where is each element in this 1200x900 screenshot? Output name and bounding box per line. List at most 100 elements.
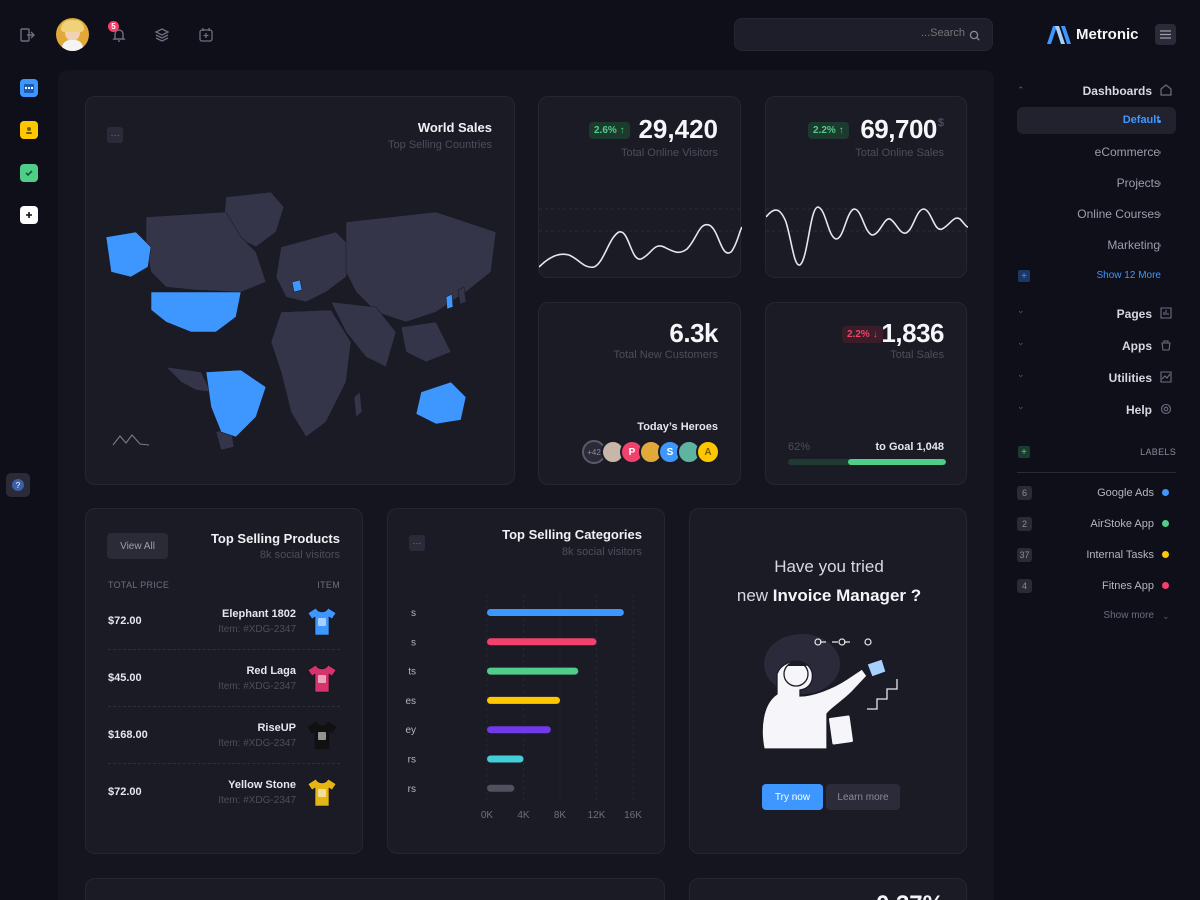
customers-label: Total New Customers	[613, 349, 718, 361]
product-name: RiseUP	[257, 722, 296, 734]
goal-progress-bar	[788, 459, 946, 465]
table-row[interactable]: $168.00 RiseUP Item: #XDG-2347	[86, 707, 362, 764]
tshirt-icon	[307, 778, 337, 807]
total-sales-badge: 2.2% ↓	[842, 324, 883, 343]
label-color-dot	[1162, 582, 1169, 589]
chevron-down-icon[interactable]: ⌄	[1017, 369, 1025, 379]
map-logo-icon	[112, 434, 150, 446]
search-input[interactable]	[745, 27, 965, 39]
chevron-up-icon[interactable]: ⌃	[1017, 85, 1025, 95]
contact-card-icon[interactable]	[20, 121, 38, 139]
row-divider	[108, 649, 340, 650]
bell-icon[interactable]	[107, 23, 131, 47]
invoice-promo-card: Have you tried new Invoice Manager ? Try…	[689, 508, 967, 854]
x-tick-label: 0K	[481, 810, 494, 821]
label-item[interactable]: Fitnes App	[1102, 580, 1154, 592]
layers-icon[interactable]	[150, 23, 174, 47]
view-all-button[interactable]: View All	[107, 533, 168, 559]
visitors-badge: 2.6% ↑	[589, 120, 630, 139]
try-now-button[interactable]: Try now	[762, 784, 823, 810]
categories-menu-button[interactable]: ···	[409, 535, 425, 551]
top-categories-title: Top Selling Categories	[502, 527, 642, 542]
new-customers-card: 6.3k Total New Customers Today’s Heroes …	[538, 302, 741, 485]
labels-show-more[interactable]: Show more	[1103, 610, 1154, 621]
table-row[interactable]: $72.00 Yellow Stone Item: #XDG-2347	[86, 764, 362, 821]
goal-label: to Goal 1,048	[875, 441, 944, 453]
world-sales-subtitle: Top Selling Countries	[388, 139, 492, 151]
brand-logo-icon	[1046, 25, 1072, 50]
product-price: $72.00	[108, 615, 142, 627]
category-bar	[487, 755, 524, 763]
product-item-id: Item: #XDG-2347	[218, 738, 296, 749]
home-icon	[1160, 84, 1172, 96]
nav-section-help[interactable]: Help	[1125, 403, 1152, 417]
labels-title: LABELS	[1140, 447, 1176, 457]
nav-item[interactable]: Default	[1122, 114, 1160, 126]
avatar[interactable]	[56, 18, 89, 51]
chart-icon	[1160, 371, 1172, 383]
category-bar	[487, 784, 515, 792]
calendar-icon[interactable]	[20, 79, 38, 97]
label-color-dot	[1162, 520, 1169, 527]
promo-line1: Have you tried	[774, 557, 884, 576]
category-label: s	[411, 608, 416, 619]
online-sales-value-wrap: 69,700 $	[860, 114, 944, 145]
nav-item[interactable]: eCommerce	[1094, 145, 1160, 159]
chevron-down-icon[interactable]: ⌄	[1162, 611, 1170, 621]
nav-default-active[interactable]	[1017, 107, 1176, 134]
product-item-id: Item: #XDG-2347	[218, 624, 296, 635]
table-row[interactable]: $72.00 Elephant 1802 Item: #XDG-2347	[86, 593, 362, 650]
product-name: Elephant 1802	[222, 608, 296, 620]
chevron-down-icon[interactable]: ⌄	[1017, 337, 1025, 347]
online-sales-badge: 2.2% ↑	[808, 120, 849, 139]
bullet-icon	[1158, 182, 1161, 185]
visitors-sparkline	[539, 208, 742, 269]
search-icon	[969, 30, 980, 41]
world-sales-card: ··· World Sales Top Selling Countries	[85, 96, 515, 485]
bullet-icon	[1158, 151, 1161, 154]
labels-plus-icon[interactable]: +	[1018, 446, 1030, 458]
nav-item[interactable]: Online Courses	[1077, 207, 1160, 221]
visitors-value: 29,420	[638, 114, 718, 144]
exit-icon[interactable]	[15, 23, 39, 47]
nav-section-apps[interactable]: Apps	[1122, 339, 1152, 353]
tshirt-icon	[307, 607, 337, 636]
category-label: ey	[405, 725, 416, 736]
bullet-icon	[1158, 244, 1161, 247]
promo-line2: new Invoice Manager ?	[736, 586, 922, 605]
category-bar	[487, 726, 551, 734]
nav-section-pages[interactable]: Pages	[1116, 307, 1152, 321]
add-calendar-icon[interactable]	[20, 206, 38, 224]
menu-toggle-icon[interactable]	[1155, 24, 1176, 45]
nav-item[interactable]: Marketing	[1107, 238, 1160, 252]
label-item[interactable]: Google Ads	[1097, 487, 1154, 499]
clipboard-check-icon[interactable]	[20, 164, 38, 182]
online-sales-sparkline	[766, 206, 968, 266]
help-icon[interactable]: ?	[6, 473, 30, 497]
top-categories-subtitle: 8k social visitors	[561, 546, 642, 558]
label-item[interactable]: AirStoke App	[1090, 518, 1154, 530]
learn-more-button[interactable]: Learn more	[826, 784, 900, 810]
nav-dashboards[interactable]: Dashboards	[1082, 84, 1152, 98]
chevron-down-icon[interactable]: ⌄	[1017, 305, 1025, 315]
promo-illustration	[761, 634, 898, 750]
label-count-badge: 2	[1017, 517, 1032, 531]
category-bar	[487, 609, 624, 616]
table-row[interactable]: $45.00 Red Laga Item: #XDG-2347	[86, 650, 362, 707]
nav-item[interactable]: Projects	[1116, 176, 1160, 190]
row-divider	[108, 763, 340, 764]
x-tick-label: 8K	[554, 810, 567, 821]
category-label: rs	[408, 755, 416, 766]
label-item[interactable]: Internal Tasks	[1086, 549, 1154, 561]
nav-section-utilities[interactable]: Utilities	[1108, 371, 1152, 385]
chevron-down-icon[interactable]: ⌄	[1017, 401, 1025, 411]
calendar-add-icon[interactable]	[194, 23, 218, 47]
total-sales-value: 1,836	[881, 318, 944, 348]
hero-avatar[interactable]: A	[696, 440, 720, 464]
show-more-plus-icon[interactable]: +	[1018, 270, 1030, 282]
nav-show-more[interactable]: Show 12 More	[1096, 270, 1161, 281]
world-sales-menu-button[interactable]: ···	[107, 127, 123, 143]
product-price: $45.00	[108, 672, 142, 684]
search-box[interactable]	[734, 18, 993, 51]
top-products-title: Top Selling Products	[210, 531, 340, 546]
